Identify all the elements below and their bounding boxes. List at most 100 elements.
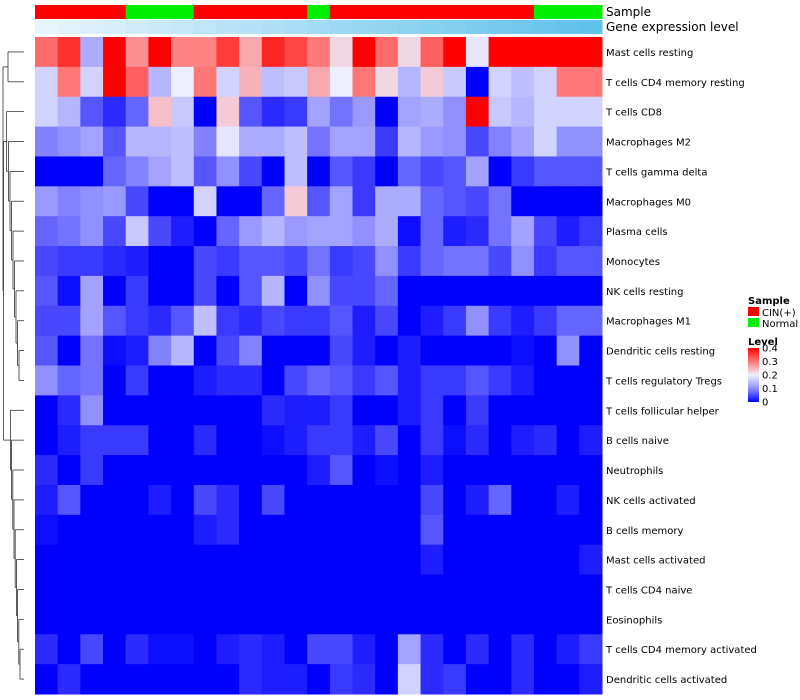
heatmap-cell bbox=[193, 246, 217, 277]
heatmap-cell bbox=[239, 66, 263, 98]
heatmap-cell bbox=[125, 484, 149, 516]
legend-label-cin: CIN(+) bbox=[762, 308, 796, 319]
heatmap-cell bbox=[397, 37, 422, 68]
heatmap-cell bbox=[465, 455, 490, 486]
heatmap-cell bbox=[80, 126, 104, 157]
heatmap-cell bbox=[307, 126, 331, 157]
heatmap-cell bbox=[511, 126, 535, 157]
heatmap-cell bbox=[125, 664, 149, 695]
heatmap-cell bbox=[465, 66, 490, 98]
heatmap-cell bbox=[511, 425, 535, 456]
heatmap-cell bbox=[171, 66, 195, 98]
heatmap-cell bbox=[443, 455, 467, 486]
heatmap-cell bbox=[579, 156, 603, 187]
row-label: Monocytes bbox=[606, 257, 660, 268]
heatmap-cell bbox=[352, 156, 376, 187]
heatmap-cell bbox=[420, 275, 444, 307]
heatmap-cell bbox=[465, 514, 490, 546]
heatmap-cell bbox=[579, 455, 603, 486]
legend-level-tick: 0.2 bbox=[762, 371, 778, 382]
heatmap-cell bbox=[148, 574, 172, 605]
heatmap-cell bbox=[57, 216, 81, 247]
heatmap-cell bbox=[352, 66, 376, 98]
expression-annotation-cell bbox=[148, 20, 172, 34]
legend-label-normal: Normal bbox=[762, 319, 798, 330]
row-label: T cells CD4 memory resting bbox=[605, 78, 745, 89]
heatmap-cell bbox=[533, 544, 558, 576]
heatmap-cell bbox=[420, 246, 444, 277]
heatmap-cell bbox=[80, 425, 104, 456]
heatmap-cell bbox=[307, 365, 331, 396]
heatmap-cell bbox=[103, 216, 127, 247]
heatmap-cell bbox=[511, 37, 535, 68]
heatmap-cell bbox=[533, 37, 558, 68]
sample-annotation-cell bbox=[125, 5, 149, 19]
heatmap-cell bbox=[103, 365, 127, 396]
heatmap-cell bbox=[171, 604, 195, 635]
heatmap-cell bbox=[103, 395, 127, 426]
row-label: T cells gamma delta bbox=[605, 167, 707, 178]
heatmap-cell bbox=[443, 186, 467, 217]
heatmap-cell bbox=[420, 305, 444, 337]
heatmap-cell bbox=[171, 96, 195, 128]
heatmap-cell bbox=[216, 305, 240, 337]
sample-annotation-cell bbox=[35, 5, 59, 19]
heatmap-cell bbox=[397, 66, 422, 98]
heatmap-cell bbox=[125, 544, 149, 576]
heatmap-cell bbox=[443, 664, 467, 695]
heatmap-cell bbox=[375, 96, 399, 128]
heatmap-cell bbox=[375, 664, 399, 695]
heatmap-cell bbox=[148, 126, 172, 157]
heatmap-cell bbox=[193, 544, 217, 576]
heatmap-cell bbox=[579, 544, 603, 576]
heatmap-cell bbox=[148, 544, 172, 576]
heatmap-cell bbox=[57, 37, 81, 68]
heatmap-cell bbox=[556, 484, 580, 516]
heatmap-cell bbox=[125, 604, 149, 635]
heatmap-cell bbox=[556, 514, 580, 546]
heatmap-cell bbox=[511, 66, 535, 98]
heatmap-cell bbox=[420, 574, 444, 605]
heatmap-cell bbox=[103, 246, 127, 277]
heatmap-cell bbox=[57, 246, 81, 277]
heatmap-cell bbox=[193, 484, 217, 516]
heatmap-cell bbox=[239, 37, 263, 68]
heatmap-cell bbox=[148, 395, 172, 426]
heatmap-cell bbox=[261, 186, 285, 217]
heatmap-cell bbox=[171, 275, 195, 307]
heatmap-cell bbox=[103, 335, 127, 366]
heatmap-cell bbox=[579, 126, 603, 157]
heatmap-cell bbox=[307, 604, 331, 635]
heatmap-cell bbox=[193, 514, 217, 546]
heatmap-cell bbox=[488, 216, 512, 247]
expression-annotation-cell bbox=[307, 20, 331, 34]
heatmap-cell bbox=[533, 664, 558, 695]
heatmap-cell bbox=[57, 305, 81, 337]
heatmap-cell bbox=[488, 96, 512, 128]
heatmap-cell bbox=[375, 156, 399, 187]
heatmap-cell bbox=[465, 96, 490, 128]
heatmap-cell bbox=[329, 66, 354, 98]
heatmap-cell bbox=[103, 514, 127, 546]
heatmap-cell bbox=[511, 186, 535, 217]
heatmap-cell bbox=[80, 275, 104, 307]
heatmap-cell bbox=[397, 156, 422, 187]
sample-annotation-cell bbox=[284, 5, 308, 19]
heatmap-cell bbox=[352, 96, 376, 128]
annotation-label-expression: Gene expression level bbox=[606, 20, 739, 34]
heatmap-cell bbox=[193, 66, 217, 98]
heatmap-cell bbox=[488, 335, 512, 366]
heatmap-cell bbox=[239, 484, 263, 516]
heatmap-cell bbox=[239, 514, 263, 546]
heatmap-cell bbox=[35, 365, 59, 396]
heatmap-cell bbox=[465, 395, 490, 426]
heatmap-cell bbox=[239, 305, 263, 337]
heatmap-cell bbox=[261, 425, 285, 456]
heatmap-cell bbox=[307, 455, 331, 486]
heatmap-cell bbox=[352, 455, 376, 486]
heatmap-cell bbox=[511, 634, 535, 665]
heatmap-cell bbox=[533, 96, 558, 128]
heatmap-cell bbox=[375, 395, 399, 426]
heatmap-cell bbox=[465, 365, 490, 396]
heatmap-cell bbox=[284, 484, 308, 516]
